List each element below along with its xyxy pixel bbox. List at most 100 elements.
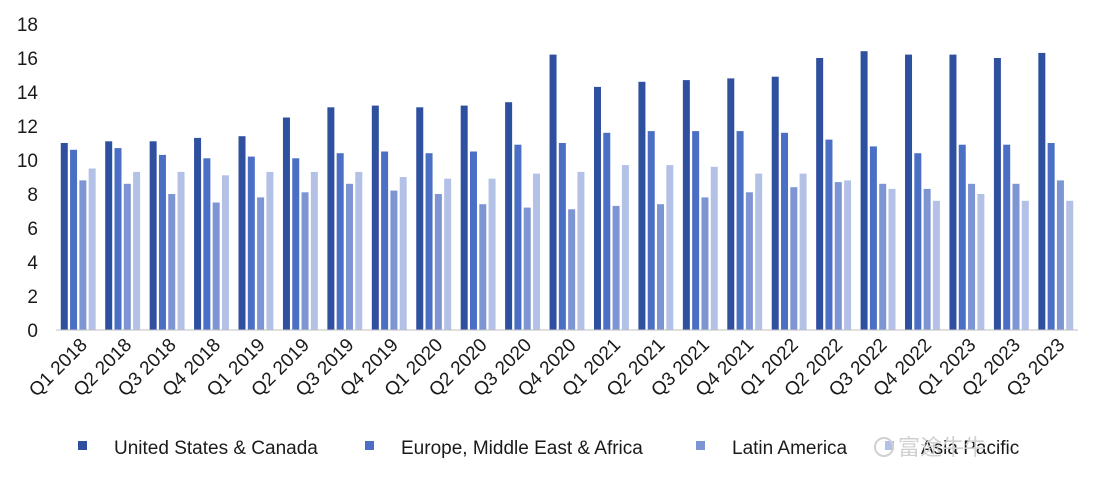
bar bbox=[434, 194, 442, 330]
bar bbox=[790, 187, 798, 330]
bar bbox=[666, 165, 674, 330]
bar bbox=[514, 144, 522, 330]
legend-swatch bbox=[885, 441, 894, 450]
y-tick-label: 12 bbox=[17, 117, 38, 138]
legend-swatch bbox=[78, 441, 87, 450]
bar bbox=[932, 200, 940, 330]
bar bbox=[860, 51, 868, 330]
bar bbox=[825, 139, 833, 330]
bar bbox=[133, 171, 141, 330]
bar bbox=[603, 132, 611, 330]
bar bbox=[310, 171, 318, 330]
bar bbox=[212, 202, 220, 330]
bar bbox=[177, 171, 185, 330]
bar bbox=[416, 107, 424, 330]
bar bbox=[612, 205, 620, 330]
bar bbox=[301, 192, 309, 330]
bar bbox=[701, 197, 709, 330]
bar bbox=[888, 188, 896, 330]
bar bbox=[327, 107, 335, 330]
legend-item[interactable]: Asia Pacific bbox=[885, 438, 1019, 459]
bar bbox=[257, 197, 265, 330]
bar bbox=[816, 58, 824, 330]
y-tick-label: 10 bbox=[17, 151, 38, 172]
bar bbox=[203, 158, 211, 330]
bar bbox=[479, 204, 487, 330]
y-tick-label: 16 bbox=[17, 49, 38, 70]
y-tick-label: 8 bbox=[27, 185, 38, 206]
bar bbox=[1047, 143, 1055, 330]
bar bbox=[399, 177, 407, 330]
legend-item[interactable]: United States & Canada bbox=[78, 438, 318, 459]
bar bbox=[958, 144, 966, 330]
bar bbox=[977, 194, 985, 330]
bar bbox=[194, 137, 202, 330]
bar bbox=[292, 158, 300, 330]
watermark-text: 富途牛牛 bbox=[898, 436, 986, 461]
bar bbox=[158, 154, 166, 330]
bar bbox=[488, 178, 496, 330]
bar bbox=[221, 175, 229, 330]
bar bbox=[425, 153, 433, 330]
bar bbox=[621, 165, 629, 330]
bar bbox=[879, 183, 887, 330]
bar bbox=[381, 151, 389, 330]
bar bbox=[88, 168, 96, 330]
bar bbox=[844, 180, 852, 330]
bar bbox=[523, 207, 531, 330]
bar bbox=[469, 151, 477, 330]
bar bbox=[1012, 183, 1020, 330]
bar bbox=[914, 153, 922, 330]
bars bbox=[60, 51, 1074, 331]
legend-item[interactable]: Latin America bbox=[696, 438, 848, 459]
bar bbox=[949, 54, 957, 330]
bar bbox=[727, 78, 735, 331]
bar bbox=[869, 146, 877, 330]
bar bbox=[444, 178, 452, 330]
bar bbox=[834, 182, 842, 330]
bar bbox=[968, 183, 976, 330]
bar bbox=[371, 105, 379, 330]
legend-item[interactable]: Europe, Middle East & Africa bbox=[365, 438, 643, 459]
bar bbox=[558, 143, 566, 330]
bar bbox=[1066, 200, 1074, 330]
y-tick-label: 2 bbox=[27, 287, 38, 308]
bar bbox=[123, 183, 131, 330]
bar bbox=[70, 149, 78, 330]
bar bbox=[736, 131, 744, 330]
bar bbox=[923, 188, 931, 330]
bar bbox=[505, 102, 513, 330]
bar bbox=[79, 180, 87, 330]
bar bbox=[460, 105, 468, 330]
y-tick-label: 0 bbox=[27, 321, 38, 342]
bar bbox=[905, 54, 913, 330]
bar bbox=[638, 81, 646, 330]
bar bbox=[745, 192, 753, 330]
y-tick-label: 14 bbox=[17, 83, 39, 104]
bar bbox=[1003, 144, 1011, 330]
y-axis: 0 2 4 6 8 10 12 14 16 18 bbox=[17, 15, 39, 342]
bar bbox=[568, 209, 576, 330]
bar bbox=[799, 173, 807, 330]
bar bbox=[1038, 52, 1046, 331]
bar bbox=[549, 54, 557, 330]
y-tick-label: 4 bbox=[27, 253, 38, 274]
bar bbox=[105, 141, 113, 330]
bar bbox=[682, 80, 690, 330]
bar bbox=[771, 76, 779, 330]
watermark: 富途牛牛 bbox=[874, 436, 986, 461]
legend-label: Europe, Middle East & Africa bbox=[401, 438, 643, 459]
legend[interactable]: United States & Canada Europe, Middle Eas… bbox=[78, 438, 1019, 459]
bar bbox=[993, 58, 1001, 330]
legend-label: Latin America bbox=[732, 438, 848, 459]
bar bbox=[1056, 180, 1064, 330]
bar bbox=[755, 173, 763, 330]
bar bbox=[282, 117, 290, 330]
bar bbox=[657, 204, 665, 330]
bar bbox=[114, 148, 122, 330]
bar bbox=[60, 143, 68, 330]
bar bbox=[593, 86, 601, 331]
legend-swatch bbox=[696, 441, 705, 450]
